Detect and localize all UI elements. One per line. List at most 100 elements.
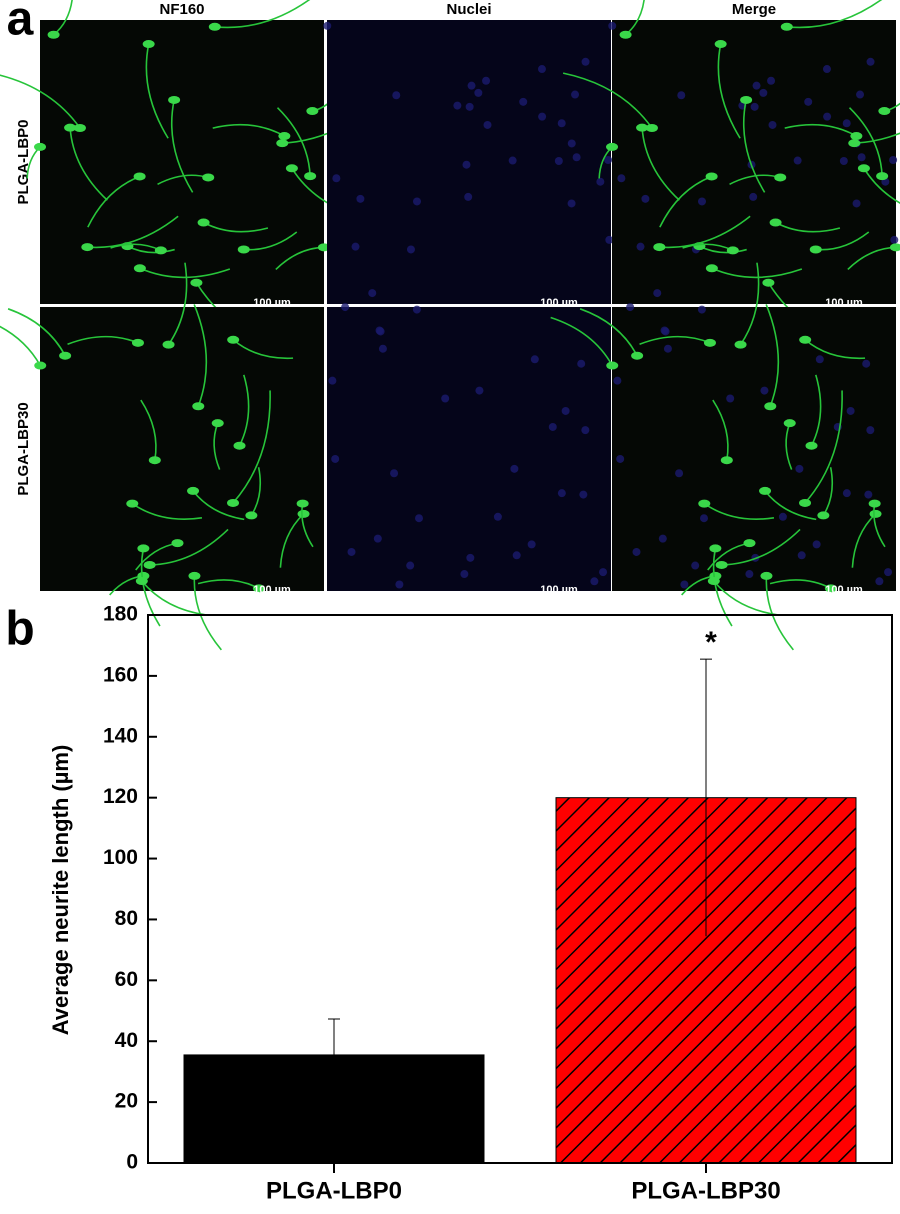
soma [868,499,881,508]
soma [34,142,47,151]
nucleus [368,289,377,298]
nucleus [605,235,614,244]
soma [317,243,330,252]
micrograph: 100 µm [0,0,391,352]
soma [817,511,830,520]
soma [636,123,649,132]
neurite [711,267,803,279]
nucleus [864,490,873,499]
neurite [139,267,231,279]
neurite [140,548,161,627]
neurite [784,123,857,137]
soma [252,584,265,593]
y-tick-label: 60 [115,968,138,991]
nucleus [557,119,566,128]
nucleus [700,514,709,523]
x-tick-label: PLGA-LBP30 [631,1177,780,1204]
nucleus [466,553,475,562]
y-tick-label: 100 [103,846,138,869]
soma [606,361,619,370]
nucleus [510,464,519,473]
soma [187,486,200,495]
y-tick-label: 120 [103,785,138,808]
neurite [713,580,780,616]
nucleus [697,197,706,206]
neurite [712,399,729,461]
soma [306,107,319,116]
soma [133,172,146,181]
soma [759,486,772,495]
plot-frame [147,614,893,1164]
nucleus [415,514,424,523]
neurite [149,528,229,566]
soma [698,499,711,508]
soma [876,172,889,181]
soma [188,571,201,580]
neurite [7,308,66,357]
column-label: Merge [732,1,776,18]
nucleus [875,577,884,586]
neurite [214,0,311,29]
nucleus [341,303,350,312]
nucleus [347,547,356,556]
nucleus [530,355,539,364]
soma [276,139,289,148]
nucleus [581,57,590,66]
neurite [639,335,711,345]
neurite [659,175,712,228]
soma [133,264,146,273]
nucleus [767,76,776,85]
nucleus [453,101,462,110]
neurite [717,43,741,139]
neurite [87,215,179,249]
nucleus [661,327,670,336]
soma [142,40,155,49]
nucleus [608,21,617,30]
nucleus [760,386,769,395]
soma [850,132,863,141]
soma [126,499,139,508]
row-label: PLGA-LBP0 [15,119,32,204]
nucleus [616,454,625,463]
nucleus [465,102,474,111]
nucleus [653,289,662,298]
nucleus [856,90,865,99]
soma [237,245,250,254]
nucleus [561,406,570,415]
micrograph: 100 µm [562,0,900,352]
nucleus [795,464,804,473]
soma [227,335,240,344]
soma [707,577,720,586]
soma [619,30,632,39]
nucleus [406,245,415,254]
y-tick-label: 40 [115,1029,138,1052]
nucleus [842,119,851,128]
nucleus [577,359,586,368]
neurite [810,374,822,447]
nucleus [519,97,528,106]
y-tick-label: 140 [103,724,138,747]
neurite [863,167,900,205]
soma [304,172,317,181]
soma [285,164,298,173]
neurite [712,548,733,627]
nucleus [538,112,547,121]
y-tick-label: 0 [126,1151,138,1174]
nucleus [328,376,337,385]
nucleus [474,88,483,97]
neurite [550,316,613,366]
nucleus [571,90,580,99]
soma [780,22,793,31]
nucleus [579,490,588,499]
soma [606,142,619,151]
soma [59,351,72,360]
soma [296,499,309,508]
neurite [141,580,208,616]
neurite [804,390,843,504]
nucleus [376,327,385,336]
image-background [327,307,611,591]
neurite [579,308,638,357]
nucleus [750,102,759,111]
soma [47,30,60,39]
y-tick-label: 80 [115,907,138,930]
